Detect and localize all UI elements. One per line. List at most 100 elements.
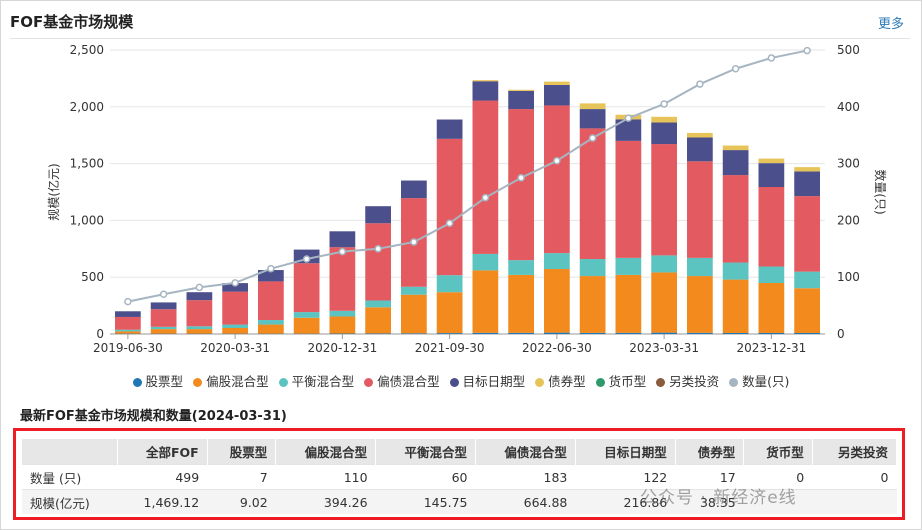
bar-segment [186,300,213,327]
table-row-label: 数量 (只) [22,464,118,490]
bar-segment [258,281,284,321]
bar-segment [436,119,463,139]
legend-item[interactable]: 货币型 [595,371,646,390]
bar-segment [615,257,642,275]
bar-segment [758,282,785,333]
bar-segment [436,333,463,334]
bar-segment [722,145,749,151]
bar-segment [794,171,820,197]
count-point [696,80,704,88]
bar-segment [579,109,606,129]
bar-segment [794,288,820,333]
bar-segment [615,140,642,258]
legend-marker-icon [656,378,666,387]
table-header-cell: 货币型 [743,439,813,465]
y-tick-label: 2,000 [70,100,104,114]
legend-item[interactable]: 平衡混合型 [278,371,354,390]
legend-item[interactable]: 偏股混合型 [193,371,269,390]
bar-segment [687,257,713,277]
count-point [195,283,204,292]
bar-segment [365,300,391,308]
table-cell: 1,469.12 [117,489,208,514]
table-row: 规模(亿元) 1,469.12 9.02 394.26 145.75 664.88 216.… [22,489,897,514]
legend-item[interactable]: 目标日期型 [449,371,525,390]
x-tick-label: 2020-12-31 [308,341,378,355]
bar-segment [544,332,570,334]
bar-segment [115,329,141,332]
table-header-cell: 偏债混合型 [475,439,576,465]
count-point [302,255,311,263]
bar-segment [401,180,427,199]
table-header-cell: 偏股混合型 [275,439,377,465]
table-header-cell: 股票型 [207,439,277,465]
count-point [410,238,418,246]
bar-segment [401,286,427,295]
table-cell: 664.88 [475,489,576,514]
count-point [267,264,275,273]
table-cell: 9.02 [207,489,276,514]
y2-tick-label: 400 [837,100,860,114]
legend-item[interactable]: 数量(只) [729,371,789,390]
bar-segment [472,253,499,271]
bar-segment [687,132,713,138]
bar-segment [150,309,177,327]
count-point [624,114,633,122]
table-cell: 183 [475,464,576,490]
bar-segment [579,276,606,333]
table-cell: 499 [117,464,208,490]
legend-item[interactable]: 另类投资 [656,371,719,390]
y2-tick-label: 200 [837,213,860,227]
bar-segment [508,274,534,333]
table-header-cell: 平衡混合型 [375,439,476,465]
bar-segment [186,292,213,301]
table-cell: 145.75 [375,489,476,514]
bar-segment [615,332,642,334]
panel-title: FOF基金市场规模 [10,13,134,31]
legend-marker-icon [595,378,605,387]
panel-header: FOF基金市场规模 更多 [10,8,910,39]
y-axis-title: 规模(亿元) [46,163,61,220]
table-header-cell: 另类投资 [812,439,898,465]
bar-segment [222,327,248,334]
count-point [731,64,740,73]
legend-item[interactable]: 偏债混合型 [364,371,440,390]
table-cell: 216.86 [575,489,676,514]
bar-segment [579,259,606,277]
legend-marker-icon [449,378,459,387]
bar-segment [722,262,749,280]
count-point [338,247,347,256]
bar-segment [115,311,141,317]
bar-segment [722,332,749,334]
y-tick-label: 1,500 [70,157,104,171]
bar-segment [687,161,713,258]
bar-segment [508,90,534,110]
legend-marker-icon [132,378,142,387]
bar-segment [687,276,713,333]
chart-legend: 股票型 偏股混合型 平衡混合型 偏债混合型 目标日期型 债券型 货币型 另类投资 数量(只) [0,371,922,390]
legend-item[interactable]: 债券型 [535,371,586,390]
y-tick-label: 0 [96,327,104,341]
bar-segment [544,105,570,254]
bar-segment [651,144,677,256]
count-point [767,54,776,62]
count-point [803,46,811,55]
y-tick-label: 1,000 [70,213,104,227]
count-point [124,297,132,306]
bar-segment [401,333,427,334]
table-cell: 60 [375,464,476,490]
bar-segment [758,266,785,283]
bar-segment [579,103,606,110]
bar-segment [436,138,463,276]
legend-item[interactable]: 股票型 [132,371,183,390]
bar-segment [436,275,463,293]
count-point [660,100,668,108]
more-link[interactable]: 更多 [877,17,904,32]
bar-segment [722,279,749,333]
table-row-label: 规模(亿元) [22,489,118,514]
legend-marker-icon [729,378,739,387]
bar-segment [615,274,642,333]
table-subtitle: 最新FOF基金市场规模和数量(2024-03-31) [20,409,287,424]
legend-label: 偏股混合型 [206,374,269,389]
count-point [445,219,454,227]
bar-segment [508,332,534,334]
